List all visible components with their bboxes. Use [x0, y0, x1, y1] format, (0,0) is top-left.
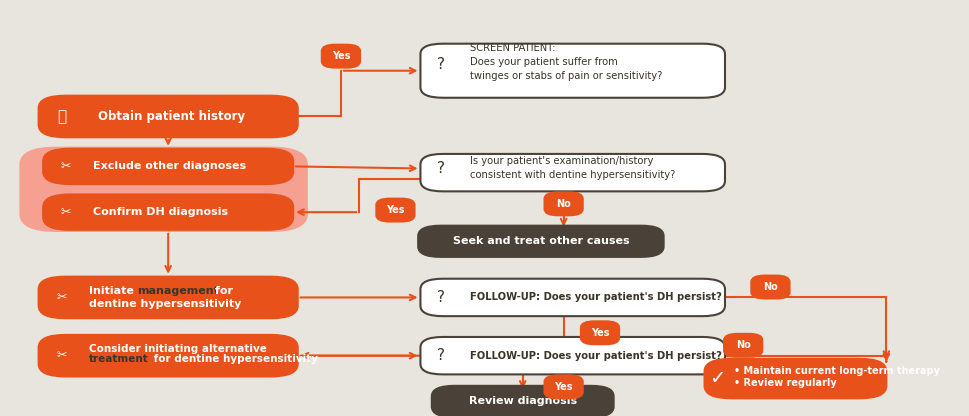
- FancyBboxPatch shape: [44, 195, 293, 230]
- Text: for dentine hypersensitivity: for dentine hypersensitivity: [150, 354, 318, 364]
- Text: dentine hypersensitivity: dentine hypersensitivity: [88, 299, 240, 309]
- Text: No: No: [763, 282, 777, 292]
- FancyBboxPatch shape: [39, 277, 297, 318]
- FancyBboxPatch shape: [751, 276, 789, 299]
- FancyBboxPatch shape: [39, 96, 297, 137]
- Text: FOLLOW-UP: Does your patient's DH persist?: FOLLOW-UP: Does your patient's DH persis…: [470, 351, 722, 361]
- Text: ✂: ✂: [56, 291, 67, 304]
- FancyBboxPatch shape: [544, 375, 582, 399]
- Text: Yes: Yes: [590, 328, 609, 338]
- Text: No: No: [555, 199, 571, 209]
- FancyBboxPatch shape: [420, 279, 724, 316]
- Text: ⛹: ⛹: [57, 109, 66, 124]
- Text: ?: ?: [436, 290, 444, 305]
- FancyBboxPatch shape: [580, 321, 618, 344]
- Text: Obtain patient history: Obtain patient history: [98, 110, 244, 123]
- Text: treatment: treatment: [88, 354, 148, 364]
- Text: for: for: [211, 286, 234, 296]
- Text: Yes: Yes: [331, 51, 350, 61]
- Text: ?: ?: [436, 161, 444, 176]
- Text: Is your patient's examination/history
consistent with dentine hypersensitivity?: Is your patient's examination/history co…: [470, 156, 675, 181]
- FancyBboxPatch shape: [703, 359, 886, 399]
- FancyBboxPatch shape: [420, 337, 724, 374]
- Text: ?: ?: [436, 348, 444, 363]
- Text: Exclude other diagnoses: Exclude other diagnoses: [93, 161, 246, 171]
- Text: ✂: ✂: [61, 160, 71, 173]
- FancyBboxPatch shape: [420, 154, 724, 191]
- Text: ✓: ✓: [708, 369, 725, 388]
- Text: Confirm DH diagnosis: Confirm DH diagnosis: [93, 207, 228, 217]
- FancyBboxPatch shape: [376, 199, 414, 221]
- Text: ✂: ✂: [56, 349, 67, 362]
- Text: FOLLOW-UP: Does your patient's DH persist?: FOLLOW-UP: Does your patient's DH persis…: [470, 292, 722, 302]
- FancyBboxPatch shape: [44, 149, 293, 184]
- Text: • Maintain current long-term therapy: • Maintain current long-term therapy: [733, 366, 939, 376]
- FancyBboxPatch shape: [20, 148, 306, 231]
- FancyBboxPatch shape: [544, 193, 582, 215]
- FancyBboxPatch shape: [39, 335, 297, 376]
- Text: ?: ?: [436, 57, 444, 72]
- Text: management: management: [137, 286, 218, 296]
- Text: ✂: ✂: [61, 206, 71, 219]
- FancyBboxPatch shape: [431, 386, 613, 416]
- Text: No: No: [735, 340, 750, 350]
- Text: Review diagnosis: Review diagnosis: [468, 396, 577, 406]
- Text: Consider initiating alternative: Consider initiating alternative: [88, 344, 266, 354]
- FancyBboxPatch shape: [420, 44, 724, 98]
- Text: Seek and treat other causes: Seek and treat other causes: [453, 236, 629, 246]
- FancyBboxPatch shape: [322, 45, 359, 67]
- Text: • Review regularly: • Review regularly: [733, 378, 835, 388]
- FancyBboxPatch shape: [723, 334, 762, 357]
- Text: Initiate: Initiate: [88, 286, 138, 296]
- Text: SCREEN PATIENT:
Does your patient suffer from
twinges or stabs of pain or sensit: SCREEN PATIENT: Does your patient suffer…: [470, 43, 662, 82]
- Text: Yes: Yes: [554, 382, 573, 392]
- FancyBboxPatch shape: [418, 225, 663, 257]
- Text: Yes: Yes: [386, 205, 404, 215]
